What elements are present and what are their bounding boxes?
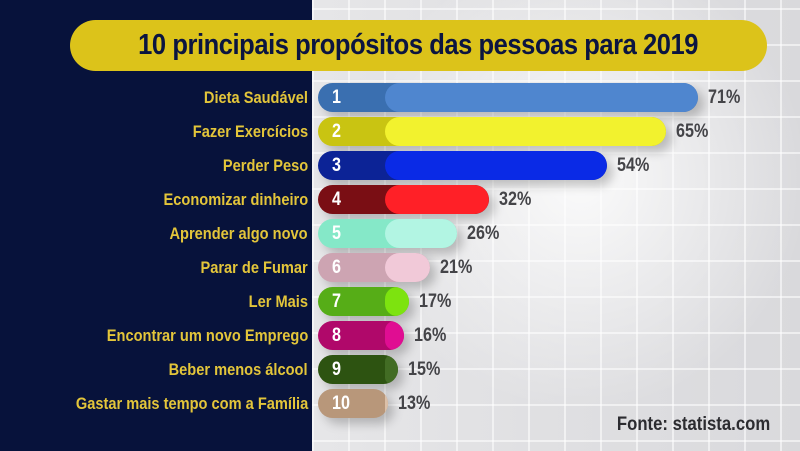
bar-fill xyxy=(385,151,607,180)
bar: 1 xyxy=(318,83,698,112)
bar-fill xyxy=(385,117,666,146)
rank-number: 5 xyxy=(332,223,341,244)
bar-row: Beber menos álcool 9 15% xyxy=(0,355,800,385)
bar-label: Ler Mais xyxy=(248,292,308,311)
bar: 5 xyxy=(318,219,457,248)
chart-title: 10 principais propósitos das pessoas par… xyxy=(138,29,699,61)
value-label: 65% xyxy=(676,121,709,142)
bar: 2 xyxy=(318,117,666,146)
bar-row: Economizar dinheiro 4 32% xyxy=(0,185,800,215)
bar: 8 xyxy=(318,321,404,350)
bar-row: Parar de Fumar 6 21% xyxy=(0,253,800,283)
value-label: 26% xyxy=(467,223,500,244)
rank-number: 4 xyxy=(332,189,341,210)
title-banner: 10 principais propósitos das pessoas par… xyxy=(70,20,767,71)
bar-row: Ler Mais 7 17% xyxy=(0,287,800,317)
bar: 3 xyxy=(318,151,607,180)
value-label: 13% xyxy=(398,393,431,414)
rank-number: 9 xyxy=(332,359,341,380)
value-label: 54% xyxy=(617,155,650,176)
value-label: 32% xyxy=(499,189,532,210)
bar-label: Encontrar um novo Emprego xyxy=(106,326,308,345)
rank-number: 8 xyxy=(332,325,341,346)
value-label: 15% xyxy=(408,359,441,380)
bar-fill xyxy=(385,219,457,248)
bar: 7 xyxy=(318,287,409,316)
bar-row: Aprender algo novo 5 26% xyxy=(0,219,800,249)
bar-row: Fazer Exercícios 2 65% xyxy=(0,117,800,147)
value-label: 71% xyxy=(708,87,741,108)
bar: 4 xyxy=(318,185,489,214)
bar-row: Encontrar um novo Emprego 8 16% xyxy=(0,321,800,351)
rank-number: 3 xyxy=(332,155,341,176)
rank-number: 1 xyxy=(332,87,341,108)
bar-label: Fazer Exercícios xyxy=(192,122,308,141)
value-label: 17% xyxy=(419,291,452,312)
bar-fill xyxy=(385,355,398,384)
value-label: 21% xyxy=(440,257,473,278)
bar-label: Economizar dinheiro xyxy=(163,190,308,209)
bar-row: Dieta Saudável 1 71% xyxy=(0,83,800,113)
bar-row: Gastar mais tempo com a Família 10 13% xyxy=(0,389,800,419)
bar-fill xyxy=(385,83,698,112)
bar-label: Gastar mais tempo com a Família xyxy=(75,394,308,413)
value-label: 16% xyxy=(414,325,447,346)
bar-label: Aprender algo novo xyxy=(169,224,308,243)
bar-label: Perder Peso xyxy=(222,156,308,175)
bar-fill xyxy=(385,389,388,418)
bar-row: Perder Peso 3 54% xyxy=(0,151,800,181)
label-panel xyxy=(0,0,312,451)
bar-fill xyxy=(385,321,404,350)
bar-label: Dieta Saudável xyxy=(203,88,308,107)
rank-number: 10 xyxy=(332,393,350,414)
bar-fill xyxy=(385,253,430,282)
bar-fill xyxy=(385,287,409,316)
bar: 10 xyxy=(318,389,388,418)
source-credit: Fonte: statista.com xyxy=(616,414,770,435)
rank-number: 6 xyxy=(332,257,341,278)
bar-label: Beber menos álcool xyxy=(169,360,308,379)
bar-fill xyxy=(385,185,489,214)
bar: 6 xyxy=(318,253,430,282)
rank-number: 7 xyxy=(332,291,341,312)
bar-label: Parar de Fumar xyxy=(200,258,308,277)
bar: 9 xyxy=(318,355,398,384)
rank-number: 2 xyxy=(332,121,341,142)
